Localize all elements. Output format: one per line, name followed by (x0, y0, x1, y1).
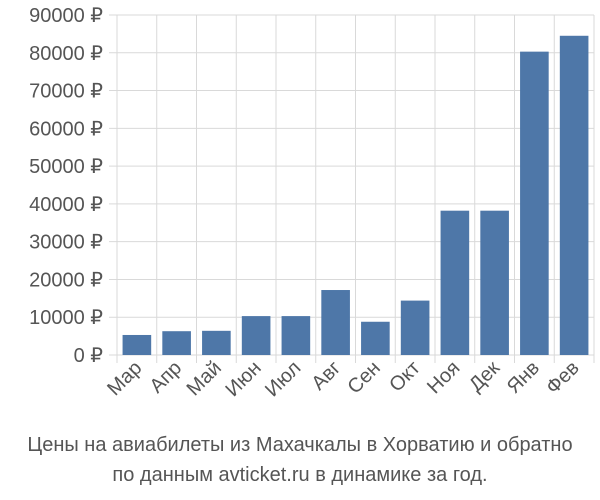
y-tick-label: 0 ₽ (74, 345, 104, 367)
y-tick-label: 90000 ₽ (29, 5, 103, 27)
x-tick-label: Сен (343, 357, 384, 398)
bar-Авг (321, 290, 350, 355)
y-tick-label: 40000 ₽ (29, 194, 103, 216)
x-tick-label: Мар (103, 357, 146, 400)
bar-Окт (400, 300, 430, 355)
bar-Ноя (440, 210, 470, 355)
y-tick-label: 80000 ₽ (29, 43, 103, 65)
bar-Мар (122, 334, 152, 355)
bar-Янв (520, 51, 549, 356)
y-tick-label: 60000 ₽ (29, 118, 103, 140)
bar-Фев (559, 35, 589, 356)
x-tick-label: Ноя (423, 357, 464, 398)
x-tick-label: Фев (542, 357, 584, 399)
bar-chart: 0 ₽ 10000 ₽ 20000 ₽ 30000 ₽ 40000 ₽ 50000 ₽ 60… (29, 5, 595, 401)
y-tick-label: 70000 ₽ (29, 81, 103, 103)
bar-Сен (361, 321, 390, 355)
x-tick-label: Апр (146, 357, 187, 398)
x-tick-label: Янв (503, 357, 544, 398)
grid-layer (109, 14, 595, 363)
y-tick-label: 20000 ₽ (29, 269, 103, 291)
x-tick-label: Июл (261, 357, 305, 401)
x-tick-label: Май (183, 357, 226, 400)
y-tick-label: 30000 ₽ (29, 232, 103, 254)
bar-Июн (241, 316, 271, 355)
y-tick-label: 10000 ₽ (29, 307, 103, 329)
bar-layer (122, 35, 589, 356)
bar-Июл (281, 316, 311, 355)
bar-Апр (162, 331, 191, 355)
chart-caption-line-2: по данным avticket.ru в динамике за год. (112, 464, 488, 486)
x-tick-label: Авг (307, 357, 345, 395)
x-tick-label: Дек (465, 357, 504, 396)
bar-Дек (480, 210, 509, 355)
bar-Май (202, 330, 231, 355)
y-tick-label: 50000 ₽ (29, 156, 103, 178)
x-tick-label: Июн (222, 357, 266, 401)
x-tick-label: Окт (385, 357, 424, 396)
chart-caption-line-1: Цены на авиабилеты из Махачкалы в Хорват… (27, 434, 573, 456)
